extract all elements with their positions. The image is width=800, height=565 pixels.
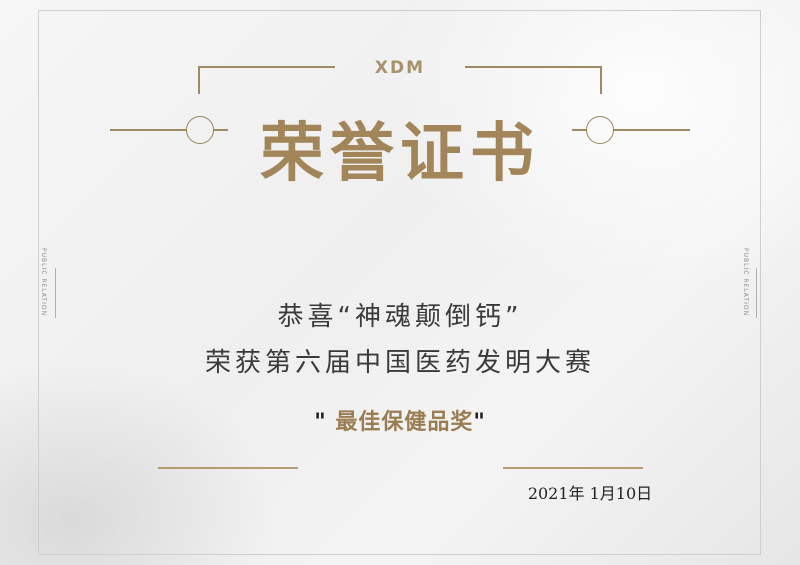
top-right-bracket-horizontal (465, 66, 602, 68)
issue-date: 2021年 1月10日 (527, 484, 653, 503)
award-title: 最佳保健品奖 (335, 410, 474, 435)
left-ornament-line (110, 129, 187, 131)
bottom-left-line (158, 467, 298, 469)
award-name: " 最佳保健品奖" (200, 404, 600, 436)
left-side-label: PUBLIC RELATION (40, 248, 47, 317)
brand-logo: XDM (374, 58, 426, 78)
award-description-line: 荣获第六届中国医药发明大赛 (204, 348, 595, 378)
top-right-bracket-vertical (600, 66, 602, 94)
bottom-right-line (503, 467, 643, 469)
certificate-frame (38, 10, 761, 555)
right-ornament-line (614, 129, 690, 131)
award-close-quote: " (473, 410, 486, 435)
certificate-title: 荣誉证书 (260, 116, 540, 191)
top-left-bracket-vertical (198, 66, 200, 94)
right-side-bar (756, 268, 757, 318)
top-left-bracket-horizontal (198, 66, 335, 68)
award-open-quote: " (314, 410, 327, 435)
left-ornament-stub (214, 129, 228, 131)
right-ornament-stub (572, 129, 586, 131)
left-ring-ornament (186, 116, 214, 144)
left-side-bar (55, 268, 56, 318)
right-side-label: PUBLIC RELATION (742, 248, 749, 317)
congratulation-line: 恭喜“神魂颠倒钙” (277, 302, 523, 332)
right-ring-ornament (586, 116, 614, 144)
